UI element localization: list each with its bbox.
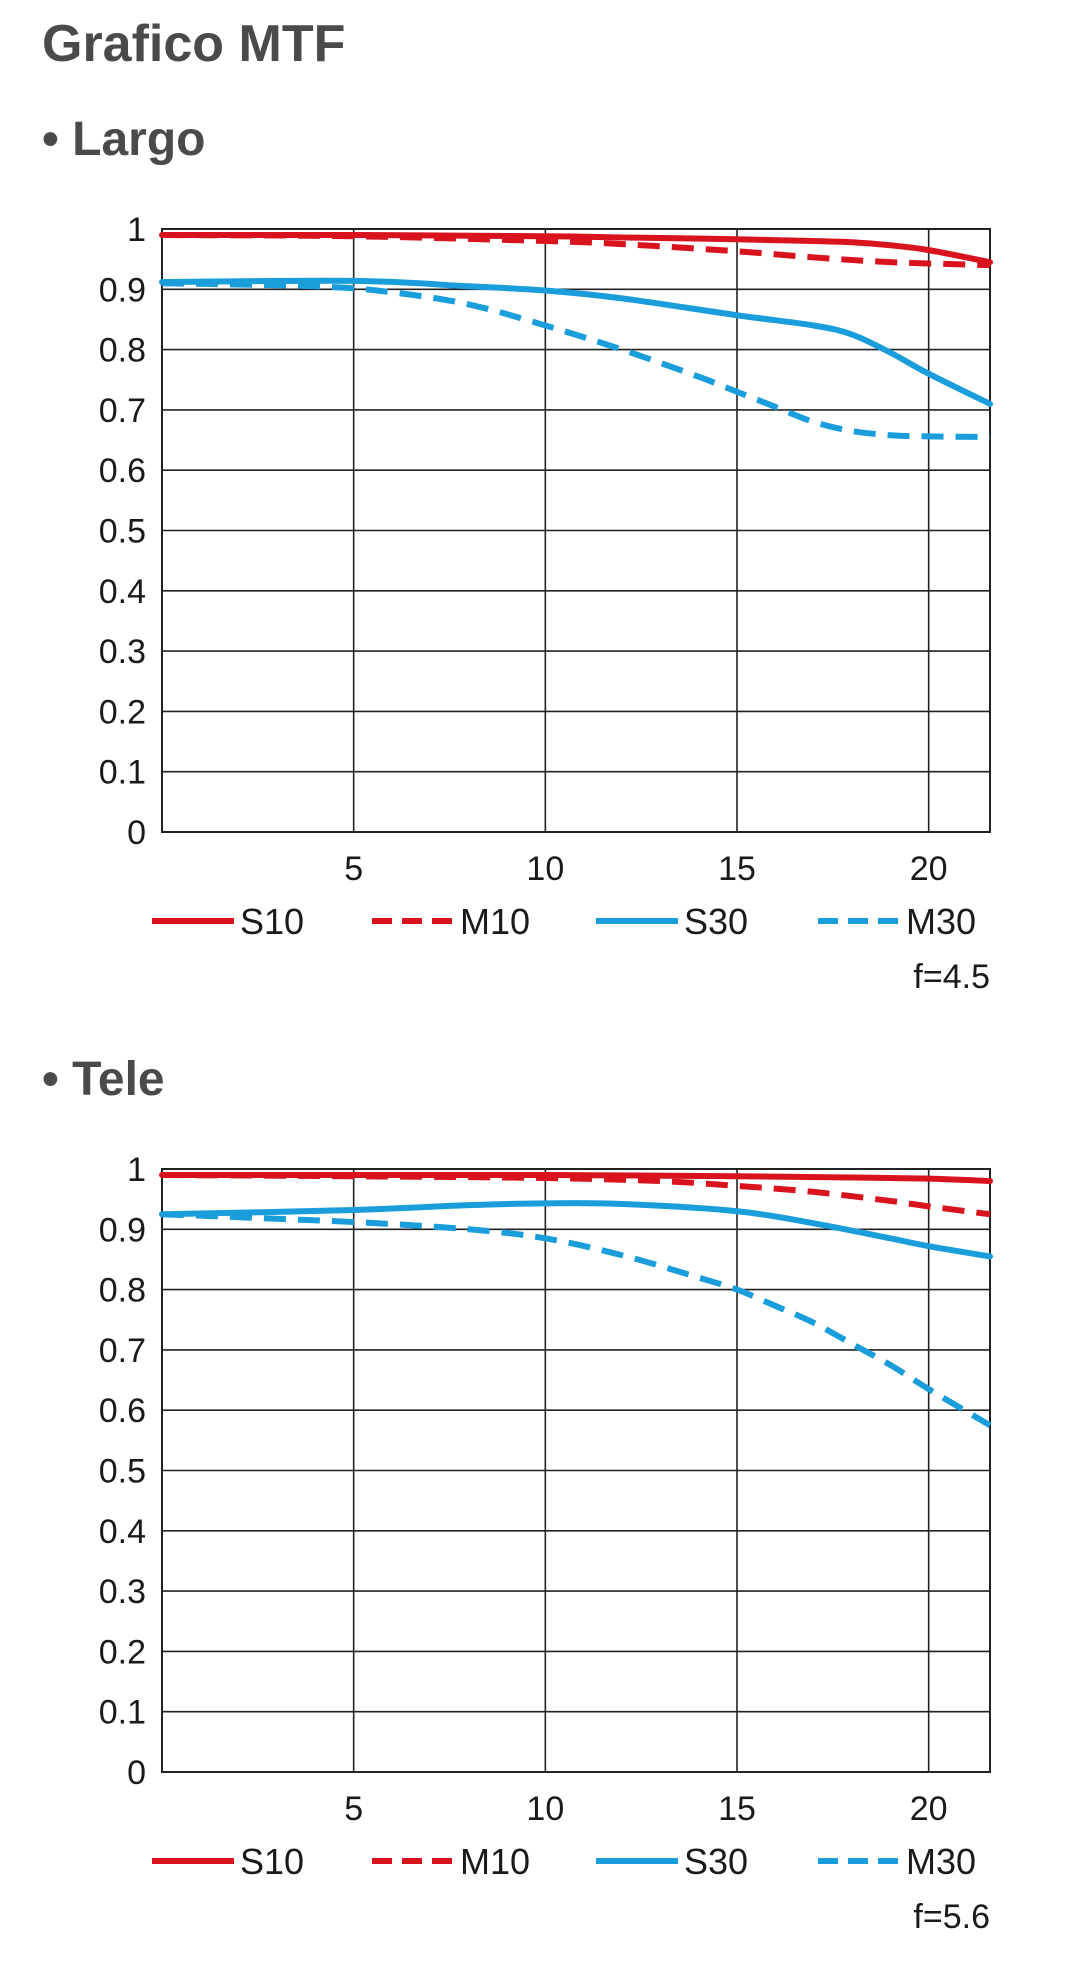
y-tick-label: 0.9 bbox=[99, 271, 146, 309]
plot-frame bbox=[161, 1168, 991, 1773]
x-tick-label: 20 bbox=[910, 1790, 948, 1828]
section-title-largo: • Largo bbox=[42, 113, 206, 166]
series-line-m10 bbox=[161, 1172, 991, 1218]
y-tick-label: 0.8 bbox=[99, 332, 146, 370]
mtf-chart-largo: f=4.5 00.10.20.30.40.50.60.70.80.915 10 15… bbox=[99, 211, 993, 996]
y-tick-label: 0.3 bbox=[99, 1573, 146, 1611]
x-tick-label: 15 bbox=[718, 1790, 756, 1828]
series-line-s10 bbox=[159, 231, 993, 266]
y-tick-label: 0.7 bbox=[99, 392, 146, 430]
y-tick-label: 0.3 bbox=[99, 633, 146, 671]
x-tick-label: 20 bbox=[910, 850, 948, 888]
y-tick-label: 0.9 bbox=[99, 1211, 146, 1249]
y-tick-label: 1 bbox=[127, 1151, 146, 1189]
y-tick-label: 0.4 bbox=[99, 1513, 146, 1551]
x-tick-label: 10 bbox=[526, 1790, 564, 1828]
y-tick-label: 0.4 bbox=[99, 573, 146, 611]
legend-label-m30: M30 bbox=[906, 901, 976, 942]
y-tick-label: 0.2 bbox=[99, 693, 146, 731]
series-line-s30 bbox=[159, 277, 993, 407]
aperture-note: f=4.5 bbox=[913, 958, 990, 996]
x-tick-label: 5 bbox=[344, 1790, 363, 1828]
y-tick-label: 0 bbox=[127, 1754, 146, 1792]
legend-label-m10: M10 bbox=[460, 901, 530, 942]
y-tick-label: 0 bbox=[127, 814, 146, 852]
y-tick-label: 1 bbox=[127, 211, 146, 249]
legend-label-m30: M30 bbox=[906, 1841, 976, 1882]
y-tick-label: 0.1 bbox=[99, 1694, 146, 1732]
x-tick-label: 15 bbox=[718, 850, 756, 888]
y-tick-label: 0.8 bbox=[99, 1272, 146, 1310]
y-tick-label: 0.2 bbox=[99, 1633, 146, 1671]
legend-label-s30: S30 bbox=[684, 1841, 748, 1882]
series-line-m10 bbox=[161, 232, 991, 269]
y-tick-label: 0.5 bbox=[99, 513, 146, 551]
y-tick-label: 0.7 bbox=[99, 1332, 146, 1370]
aperture-note: f=5.6 bbox=[913, 1898, 990, 1936]
x-tick-label: 10 bbox=[526, 850, 564, 888]
y-tick-label: 0.5 bbox=[99, 1453, 146, 1491]
x-tick-label: 5 bbox=[344, 850, 363, 888]
series-line-m30 bbox=[161, 1211, 992, 1428]
page-title: Grafico MTF bbox=[42, 15, 346, 73]
legend-label-s10: S10 bbox=[240, 901, 304, 942]
y-tick-label: 0.6 bbox=[99, 452, 146, 490]
legend-label-m10: M10 bbox=[460, 1841, 530, 1882]
legend-label-s30: S30 bbox=[684, 901, 748, 942]
mtf-chart-tele: f=5.6 00.10.20.30.40.50.60.70.80.915 10 15… bbox=[99, 1151, 993, 1936]
plot-frame bbox=[161, 228, 991, 833]
series-line-s30 bbox=[159, 1200, 993, 1260]
series-line-m30 bbox=[161, 280, 991, 441]
y-tick-label: 0.6 bbox=[99, 1392, 146, 1430]
y-tick-label: 0.1 bbox=[99, 754, 146, 792]
legend-label-s10: S10 bbox=[240, 1841, 304, 1882]
section-title-tele: • Tele bbox=[42, 1053, 165, 1106]
